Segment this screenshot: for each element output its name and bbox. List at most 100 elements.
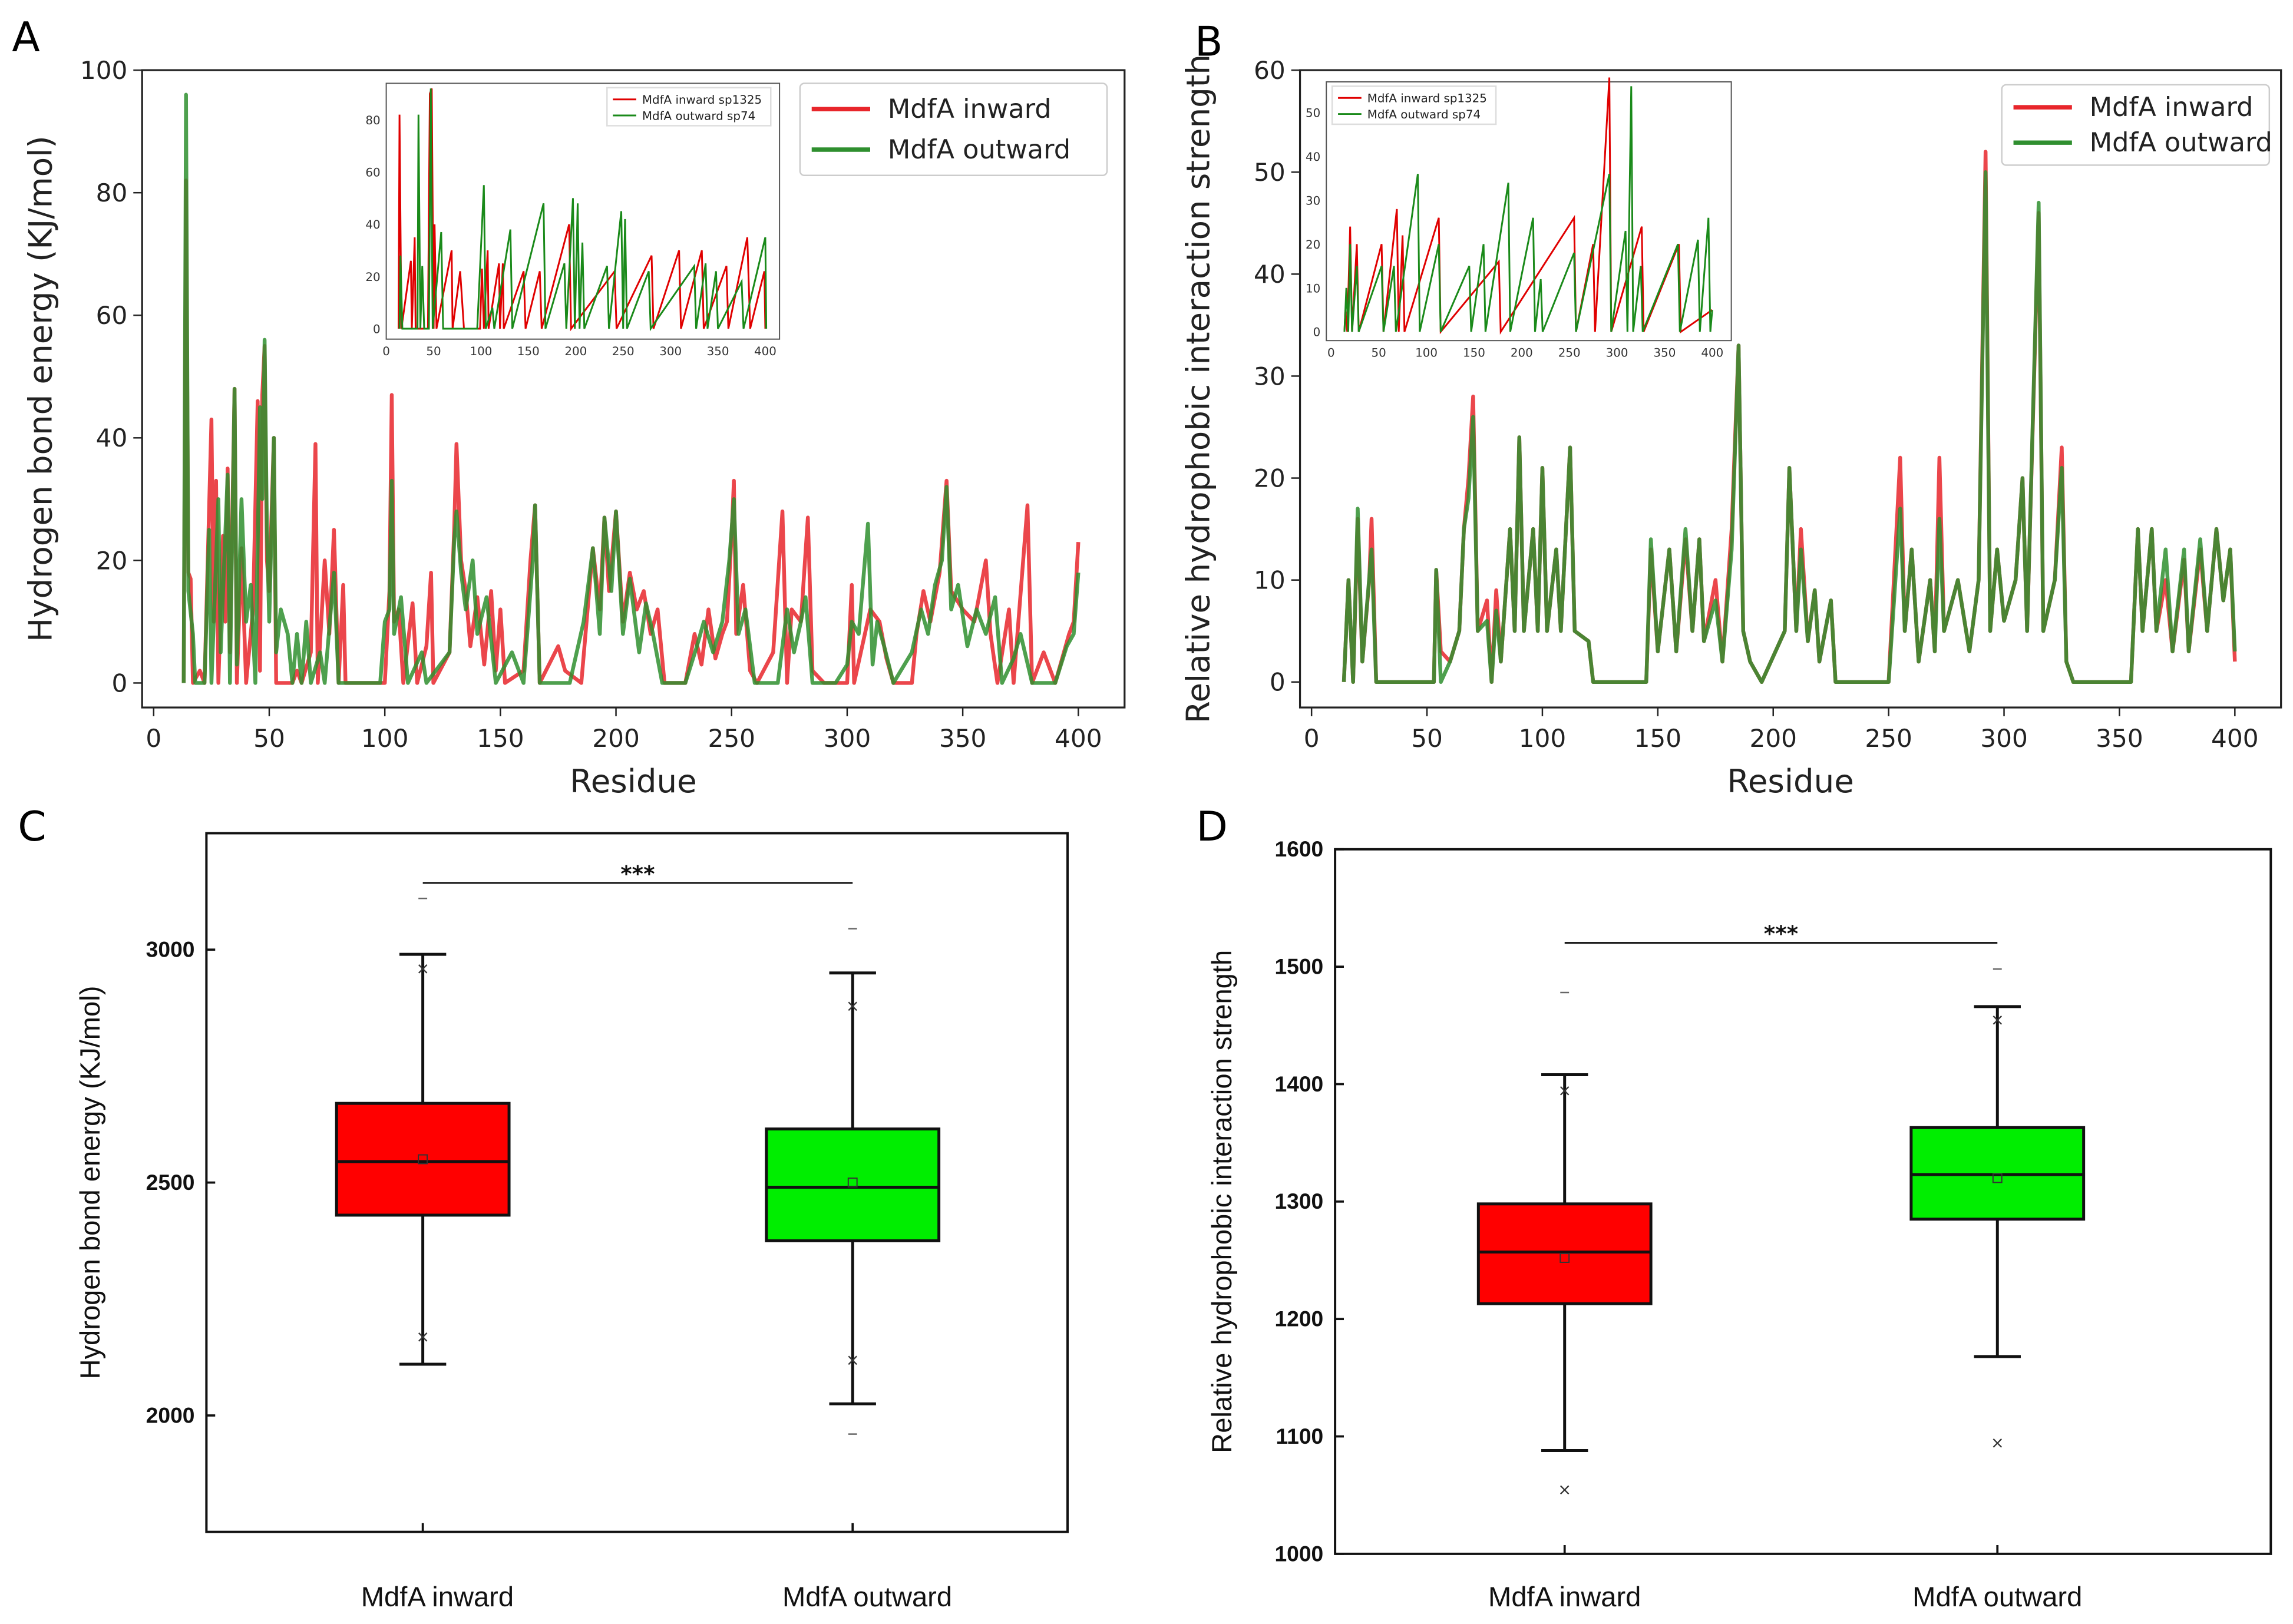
inset-x-tick-label: 100 <box>470 345 493 358</box>
legend-label: MdfA outward <box>888 134 1070 165</box>
inset-y-tick-label: 80 <box>365 114 380 127</box>
box-outward <box>765 1127 941 1242</box>
inset-x-tick-label: 300 <box>1606 346 1628 359</box>
inset-y-tick-label: 40 <box>1306 150 1320 164</box>
x-tick-label: 250 <box>708 724 755 753</box>
inset-legend-label: MdfA outward sp74 <box>642 109 755 123</box>
panel-label-c: C <box>18 803 47 851</box>
inset-legend-box <box>606 87 772 127</box>
y-tick-label: 3000 <box>146 937 195 962</box>
y-tick-label: 10 <box>1254 566 1286 595</box>
x-tick-label: 100 <box>1519 724 1567 753</box>
inset-x-tick-label: 50 <box>426 345 441 358</box>
mean-marker <box>1992 1173 2003 1183</box>
mean-marker <box>1559 1253 1570 1263</box>
series-line-outward <box>181 92 1081 685</box>
x-tick-label: 200 <box>1749 724 1797 753</box>
inset-x-tick-label: 400 <box>754 345 777 358</box>
inset-x-tick-label: 100 <box>1415 346 1438 359</box>
category-label: MdfA inward <box>1488 1581 1641 1612</box>
inset-y-tick-label: 20 <box>1306 238 1320 252</box>
y-tick-label: 2000 <box>146 1403 195 1427</box>
inset-x-tick-label: 0 <box>382 345 390 358</box>
y-tick-label: 1500 <box>1274 954 1323 979</box>
x-axis-label: Residue <box>570 762 696 800</box>
box-inward <box>335 1102 511 1217</box>
y-tick-label: 20 <box>96 546 128 575</box>
inset-y-tick-label: 60 <box>365 166 380 180</box>
y-tick-label: 1000 <box>1274 1541 1323 1566</box>
y-tick-label: 40 <box>96 424 128 452</box>
panel-c-box-plot: 2000 2500 3000 Hydrogen bond energy (KJ/mol… <box>74 832 1069 1612</box>
panel-label-d: D <box>1196 803 1227 851</box>
x-tick-label: 350 <box>2096 724 2143 753</box>
inset-x-tick-label: 250 <box>1558 346 1581 359</box>
y-tick-label: 1400 <box>1274 1071 1323 1096</box>
y-axis-label: Relative hydrophobic interaction strengt… <box>1206 950 1237 1453</box>
inset-x-tick-label: 400 <box>1701 346 1723 359</box>
x-axis-label: Residue <box>1727 762 1853 800</box>
x-tick-label: 50 <box>1411 724 1443 753</box>
percentile-marker: × <box>1991 1011 2004 1030</box>
x-tick-label: 100 <box>361 724 409 753</box>
y-tick-label: 1300 <box>1274 1189 1323 1213</box>
x-tick-label: 300 <box>824 724 871 753</box>
x-tick-label: 0 <box>146 724 161 753</box>
y-tick-label: 30 <box>1254 362 1286 391</box>
inset-x-tick-label: 350 <box>707 345 729 358</box>
inset-series-line <box>1343 86 1713 332</box>
y-tick-label: 0 <box>1270 668 1286 697</box>
y-tick-label: 100 <box>80 56 128 85</box>
x-tick-label: 50 <box>253 724 285 753</box>
inset-y-tick-label: 40 <box>365 218 380 231</box>
percentile-marker: × <box>846 997 860 1016</box>
y-tick-label: 20 <box>1254 464 1286 492</box>
inset-y-tick-label: 10 <box>1306 282 1320 295</box>
panel-b-line-chart: 0 50 100 150 200 250 300 350 4000102030405060Res… <box>1179 54 2282 800</box>
x-tick-label: 400 <box>1055 724 1102 753</box>
panel-label-b: B <box>1195 18 1223 65</box>
inset-y-tick-label: 0 <box>1313 326 1321 339</box>
inset-y-tick-label: 20 <box>365 270 380 284</box>
series-line-outward <box>1342 170 2237 684</box>
y-tick-label: 50 <box>1254 158 1286 187</box>
x-tick-label: 0 <box>1304 724 1320 753</box>
inset-x-tick-label: 0 <box>1327 346 1335 359</box>
legend-box <box>2001 84 2271 166</box>
legend-label: MdfA outward <box>2090 127 2272 158</box>
inset-x-tick-label: 200 <box>1511 346 1533 359</box>
percentile-marker: × <box>1558 1081 1571 1100</box>
x-tick-label: 200 <box>592 724 640 753</box>
inset-x-tick-label: 150 <box>1463 346 1485 359</box>
y-tick-label: 1100 <box>1276 1424 1324 1448</box>
percentile-marker: × <box>416 1328 429 1346</box>
y-tick-label: 1200 <box>1274 1307 1323 1331</box>
inset-legend-label: MdfA outward sp74 <box>1367 108 1481 121</box>
significance-label: *** <box>620 861 655 887</box>
inset-legend-label: MdfA inward sp1325 <box>1367 92 1487 105</box>
x-tick-label: 150 <box>477 724 524 753</box>
y-tick-label: 80 <box>96 178 128 207</box>
legend-label: MdfA inward <box>2090 92 2254 123</box>
x-tick-label: 350 <box>939 724 987 753</box>
y-tick-label: 40 <box>1254 260 1286 289</box>
category-label: MdfA outward <box>1912 1581 2082 1612</box>
inset-x-tick-label: 150 <box>517 345 540 358</box>
inset-x-tick-label: 50 <box>1372 346 1386 359</box>
x-tick-label: 250 <box>1865 724 1912 753</box>
panel-a-line-chart: 0 50 100 150 200 250 300 350 400020406080100Resi… <box>21 56 1126 800</box>
inset-y-tick-label: 50 <box>1306 107 1320 120</box>
y-axis-label: Hydrogen bond energy (KJ/mol) <box>74 986 105 1380</box>
inset-series-line <box>398 88 768 332</box>
percentile-marker: × <box>846 1351 860 1370</box>
y-axis-label: Hydrogen bond energy (KJ/mol) <box>21 135 59 642</box>
plot-frame <box>1334 848 2272 1555</box>
x-tick-label: 400 <box>2211 724 2259 753</box>
inset-x-tick-label: 250 <box>612 345 635 358</box>
x-tick-label: 300 <box>1980 724 2028 753</box>
inset-x-tick-label: 200 <box>564 345 587 358</box>
panel-label-a: A <box>12 14 40 61</box>
mean-marker <box>418 1154 428 1165</box>
percentile-marker: × <box>1558 1481 1571 1499</box>
inset-y-tick-label: 0 <box>373 322 381 336</box>
